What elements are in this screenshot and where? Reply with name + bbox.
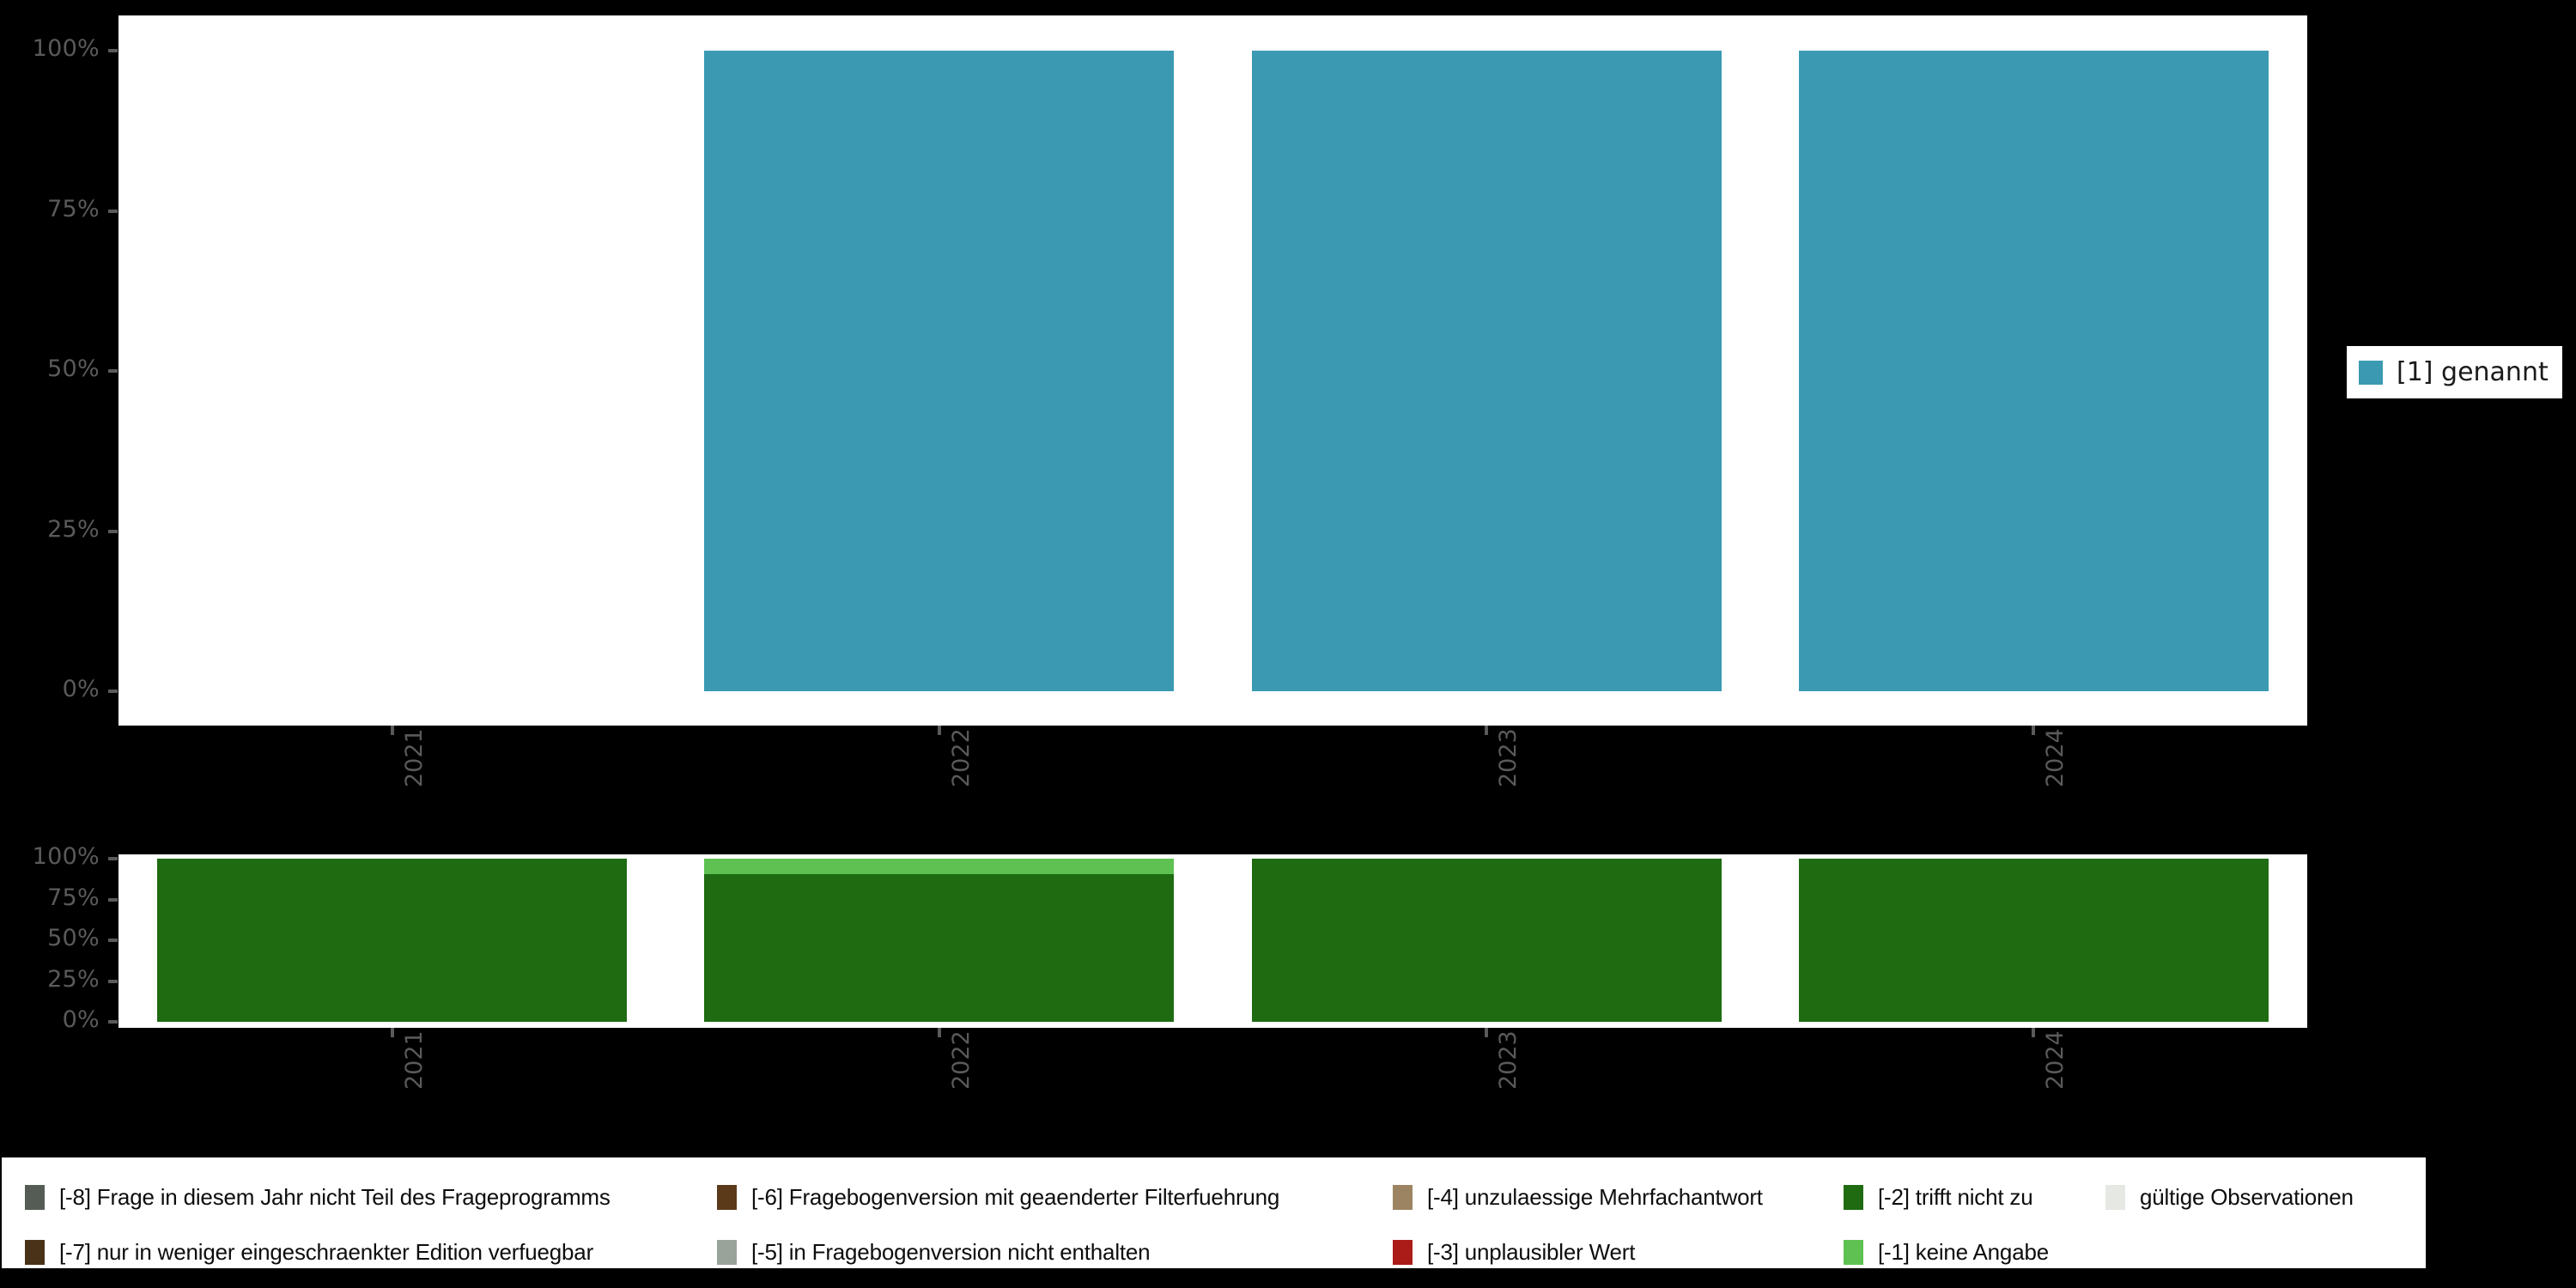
bottom-x-tick-mark [937, 1028, 941, 1037]
legend-item-label: [-1] keine Angabe [1878, 1238, 2049, 1265]
legend-swatch [1393, 1239, 1413, 1265]
stacked-seg-2022-1 [704, 874, 1175, 1022]
bottom-y-tick-label: 25% [47, 965, 100, 993]
top-y-tick-label: 0% [62, 676, 100, 702]
legend-item[interactable]: [-8] Frage in diesem Jahr nicht Teil des… [25, 1170, 611, 1224]
top-y-tick-mark [108, 369, 118, 373]
stacked-seg-2022-2 [704, 859, 1175, 875]
legend-item[interactable]: [-6] Fragebogenversion mit geaenderter F… [717, 1170, 1279, 1224]
bottom-y-tick-mark [108, 1020, 118, 1024]
legend-item-label: [-7] nur in weniger eingeschraenkter Edi… [59, 1238, 594, 1265]
bottom-x-tick-mark [390, 1028, 394, 1037]
legend-swatch [25, 1239, 45, 1265]
top-x-tick-label: 2023 [1495, 728, 1522, 787]
legend-item-label: gültige Observationen [2140, 1183, 2354, 1210]
legend-label-genannt: [1] genannt [2397, 357, 2549, 387]
legend-swatch [1844, 1239, 1863, 1265]
missing-codes-legend[interactable]: [-8] Frage in diesem Jahr nicht Teil des… [2, 1157, 2426, 1268]
top-y-tick-mark [108, 49, 118, 52]
bottom-x-tick-label: 2023 [1495, 1030, 1522, 1090]
top-x-tick-mark [2032, 726, 2036, 735]
legend-swatch [717, 1239, 737, 1265]
legend-item-label: [-6] Fragebogenversion mit geaenderter F… [751, 1183, 1280, 1210]
legend-swatch-genannt [2359, 360, 2383, 385]
legend-item-label: [-2] trifft nicht zu [1878, 1183, 2033, 1210]
bottom-x-tick-mark [2032, 1028, 2036, 1037]
bottom-y-tick-label: 100% [32, 843, 100, 870]
legend-item[interactable]: [-3] unplausibler Wert [1393, 1224, 1635, 1279]
bottom-y-tick-label: 75% [47, 884, 100, 911]
legend-item-label: [-3] unplausibler Wert [1427, 1238, 1636, 1265]
top-y-tick-label: 100% [32, 35, 100, 62]
bottom-y-tick-label: 0% [62, 1006, 100, 1033]
legend-swatch [717, 1184, 737, 1210]
top-chart-panel [118, 15, 2307, 726]
legend-item[interactable]: [-4] unzulaessige Mehrfachantwort [1393, 1170, 1763, 1224]
top-y-tick-mark [108, 690, 118, 693]
top-x-tick-mark [937, 726, 941, 735]
bar-2022-series-0 [704, 51, 1175, 691]
top-plot-area [118, 15, 2307, 726]
top-y-tick-label: 50% [47, 355, 100, 382]
bottom-x-tick-label: 2021 [400, 1030, 428, 1090]
bottom-x-tick-label: 2024 [2042, 1030, 2069, 1090]
legend-item-label: [-5] in Fragebogenversion nicht enthalte… [751, 1238, 1151, 1265]
top-x-tick-label: 2024 [2042, 728, 2069, 787]
legend-item-label: [-4] unzulaessige Mehrfachantwort [1427, 1183, 1763, 1210]
legend-swatch [1844, 1184, 1863, 1210]
top-x-tick-mark [390, 726, 394, 735]
stacked-seg-2021-1 [157, 859, 628, 1022]
legend-swatch [1393, 1184, 1413, 1210]
bottom-y-tick-mark [108, 979, 118, 983]
top-x-tick-label: 2022 [947, 728, 975, 787]
series-legend[interactable]: [1] genannt [2347, 346, 2562, 398]
bottom-chart-panel [118, 854, 2307, 1028]
bar-2023-series-0 [1251, 51, 1722, 691]
bottom-x-tick-mark [1485, 1028, 1489, 1037]
legend-item[interactable]: [-5] in Fragebogenversion nicht enthalte… [717, 1224, 1151, 1279]
legend-item[interactable]: [-1] keine Angabe [1844, 1224, 2049, 1279]
legend-swatch [2105, 1184, 2125, 1210]
legend-swatch [25, 1184, 45, 1210]
top-x-tick-mark [1485, 726, 1489, 735]
top-y-tick-mark [108, 529, 118, 533]
legend-item[interactable]: gültige Observationen [2105, 1170, 2354, 1224]
bottom-y-tick-label: 50% [47, 925, 100, 951]
bottom-x-tick-label: 2022 [947, 1030, 975, 1090]
bar-2024-series-0 [1798, 51, 2269, 691]
top-y-tick-label: 75% [47, 195, 100, 222]
legend-item-label: [-8] Frage in diesem Jahr nicht Teil des… [59, 1183, 611, 1210]
bottom-y-tick-mark [108, 857, 118, 860]
legend-item[interactable]: [-7] nur in weniger eingeschraenkter Edi… [25, 1224, 593, 1279]
stacked-seg-2023-1 [1251, 859, 1722, 1022]
top-x-tick-label: 2021 [400, 728, 428, 787]
legend-item[interactable]: [-2] trifft nicht zu [1844, 1170, 2033, 1224]
bottom-y-tick-mark [108, 897, 118, 902]
top-y-tick-mark [108, 209, 118, 213]
bottom-plot-area [118, 854, 2307, 1028]
stacked-seg-2024-1 [1798, 859, 2269, 1022]
bottom-y-tick-mark [108, 939, 118, 942]
top-y-tick-label: 25% [47, 515, 100, 543]
